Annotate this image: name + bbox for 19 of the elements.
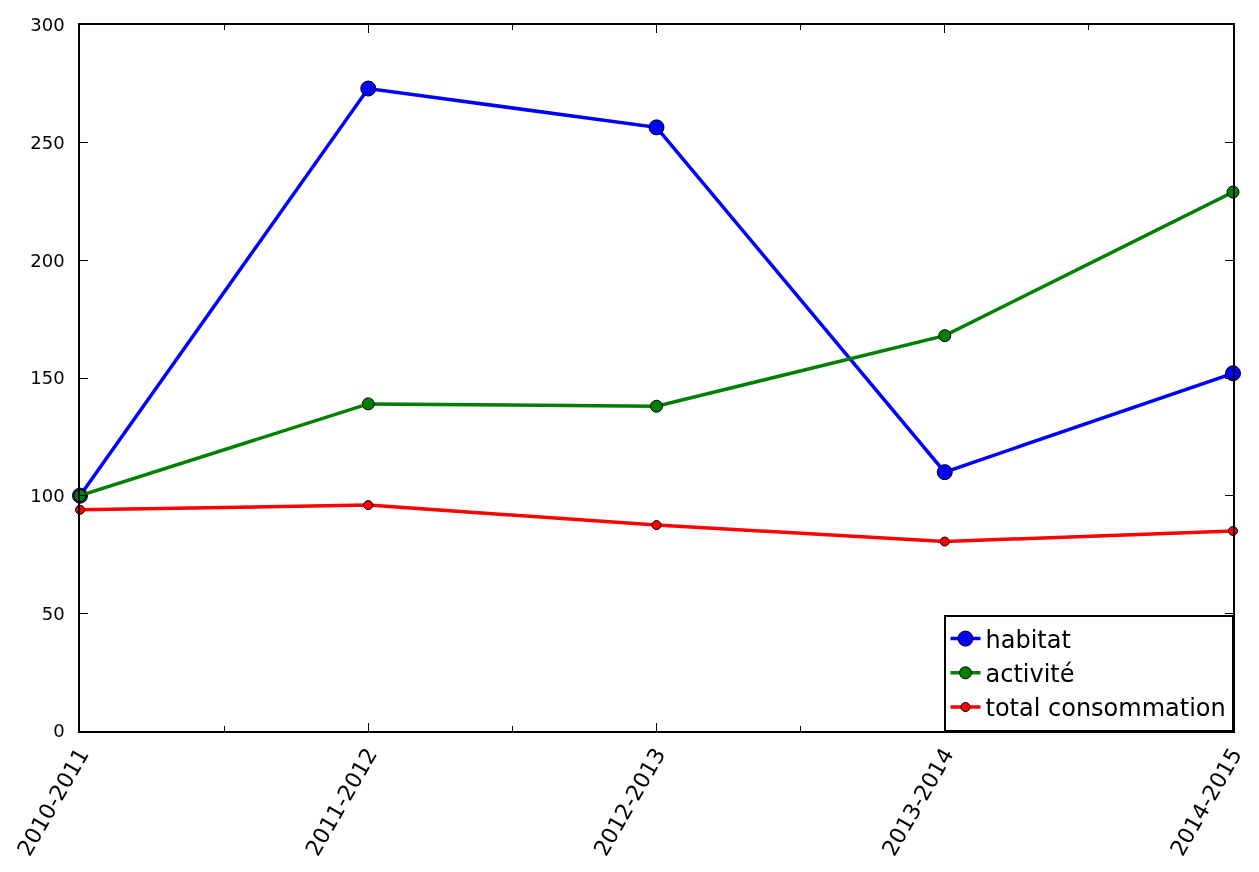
point — [361, 397, 375, 411]
y-tick-label: 50 — [41, 602, 65, 624]
point — [936, 464, 953, 481]
legend-label: habitat — [985, 625, 1071, 654]
y-tick-label: 200 — [30, 249, 65, 271]
y-tick-label: 150 — [30, 367, 65, 389]
point — [363, 500, 374, 511]
y-tick-label: 100 — [30, 484, 65, 506]
point — [360, 80, 377, 97]
point — [650, 399, 663, 413]
legend-label: total consommation — [985, 694, 1226, 723]
legend-label: activité — [985, 660, 1075, 689]
y-tick-label: 250 — [30, 131, 65, 153]
point — [939, 536, 950, 547]
point — [648, 119, 665, 136]
y-tick-label: 0 — [53, 720, 65, 742]
point — [938, 329, 952, 343]
y-tick-label: 300 — [30, 14, 65, 36]
point — [651, 520, 662, 531]
